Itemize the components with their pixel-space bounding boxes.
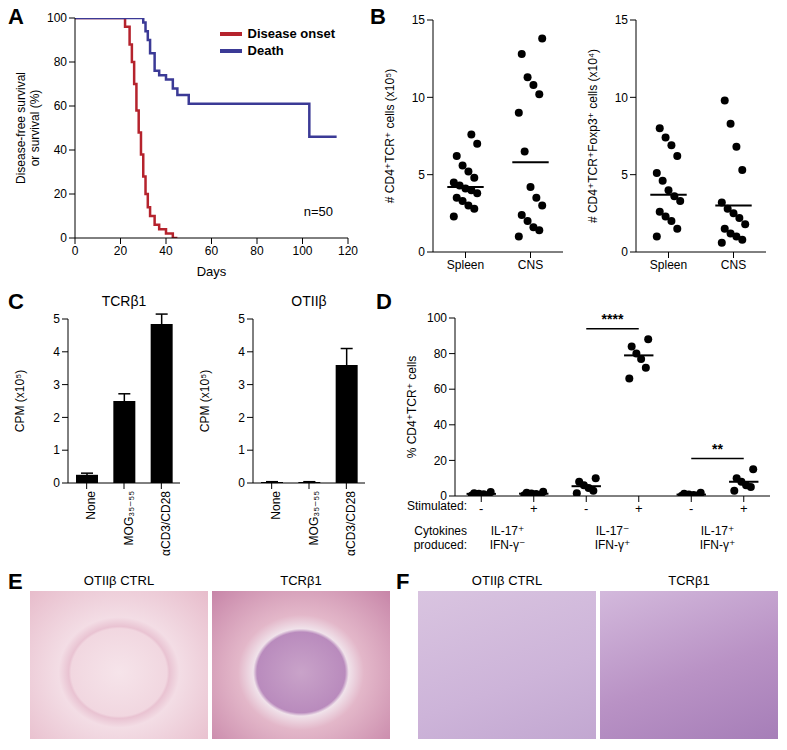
svg-text:# CD4⁺TCR⁺ cells (x10⁵): # CD4⁺TCR⁺ cells (x10⁵) [383, 69, 397, 203]
svg-text:1: 1 [238, 443, 245, 457]
svg-text:4: 4 [238, 345, 245, 359]
svg-text:15: 15 [615, 13, 629, 27]
svg-text:Spleen: Spleen [650, 258, 687, 272]
svg-text:20: 20 [54, 187, 68, 201]
svg-text:40: 40 [434, 418, 448, 432]
svg-text:**: ** [712, 441, 723, 457]
svg-text:60: 60 [205, 244, 219, 258]
svg-text:1: 1 [53, 443, 60, 457]
svg-text:+: + [530, 501, 538, 516]
svg-text:80: 80 [434, 347, 448, 361]
svg-text:120: 120 [338, 244, 358, 258]
svg-text:60: 60 [434, 382, 448, 396]
svg-text:20: 20 [434, 454, 448, 468]
svg-text:80: 80 [54, 55, 68, 69]
svg-text:0: 0 [238, 476, 245, 490]
svg-text:% CD4⁺TCR⁺ cells: % CD4⁺TCR⁺ cells [405, 356, 419, 459]
svg-text:5: 5 [418, 168, 425, 182]
svg-text:+: + [635, 501, 643, 516]
svg-text:None: None [84, 491, 98, 520]
svg-text:CPM (x10⁵): CPM (x10⁵) [198, 370, 212, 432]
svg-text:4: 4 [53, 345, 60, 359]
svg-text:-: - [479, 501, 483, 516]
svg-text:2: 2 [53, 411, 60, 425]
svg-text:5: 5 [53, 312, 60, 326]
svg-text:+: + [740, 501, 748, 516]
svg-text:****: **** [602, 311, 624, 327]
svg-text:20: 20 [114, 244, 128, 258]
svg-text:0: 0 [53, 476, 60, 490]
svg-text:None: None [269, 491, 283, 520]
svg-text:αCD3/CD28: αCD3/CD28 [344, 491, 358, 556]
svg-text:CNS: CNS [721, 258, 746, 272]
svg-text:10: 10 [412, 91, 426, 105]
svg-text:-: - [584, 501, 588, 516]
svg-text:3: 3 [53, 378, 60, 392]
svg-text:100: 100 [292, 244, 312, 258]
svg-text:0: 0 [60, 231, 67, 245]
svg-text:CPM (x10⁵): CPM (x10⁵) [13, 370, 27, 432]
svg-text:CNS: CNS [518, 258, 543, 272]
svg-text:40: 40 [159, 244, 173, 258]
svg-text:60: 60 [54, 99, 68, 113]
svg-text:5: 5 [238, 312, 245, 326]
svg-text:0: 0 [418, 245, 425, 259]
svg-text:10: 10 [615, 91, 629, 105]
svg-text:Days: Days [197, 264, 227, 279]
svg-text:Spleen: Spleen [447, 258, 484, 272]
svg-text:100: 100 [47, 11, 67, 25]
svg-text:100: 100 [427, 311, 447, 325]
svg-text:15: 15 [412, 13, 426, 27]
svg-text:MOG₃₅₋₅₅: MOG₃₅₋₅₅ [307, 491, 321, 546]
svg-text:40: 40 [54, 143, 68, 157]
svg-text:0: 0 [72, 244, 79, 258]
svg-text:80: 80 [250, 244, 264, 258]
svg-text:-: - [689, 501, 693, 516]
svg-text:5: 5 [621, 168, 628, 182]
svg-text:MOG₃₅₋₅₅: MOG₃₅₋₅₅ [122, 491, 136, 546]
svg-text:Disease-free survivalor surviv: Disease-free survivalor survival (%) [14, 72, 42, 184]
svg-text:3: 3 [238, 378, 245, 392]
svg-text:0: 0 [621, 245, 628, 259]
svg-text:αCD3/CD28: αCD3/CD28 [159, 491, 173, 556]
svg-text:# CD4⁺TCR⁺Foxp3⁺ cells (x10⁴): # CD4⁺TCR⁺Foxp3⁺ cells (x10⁴) [586, 49, 600, 223]
svg-text:2: 2 [238, 411, 245, 425]
